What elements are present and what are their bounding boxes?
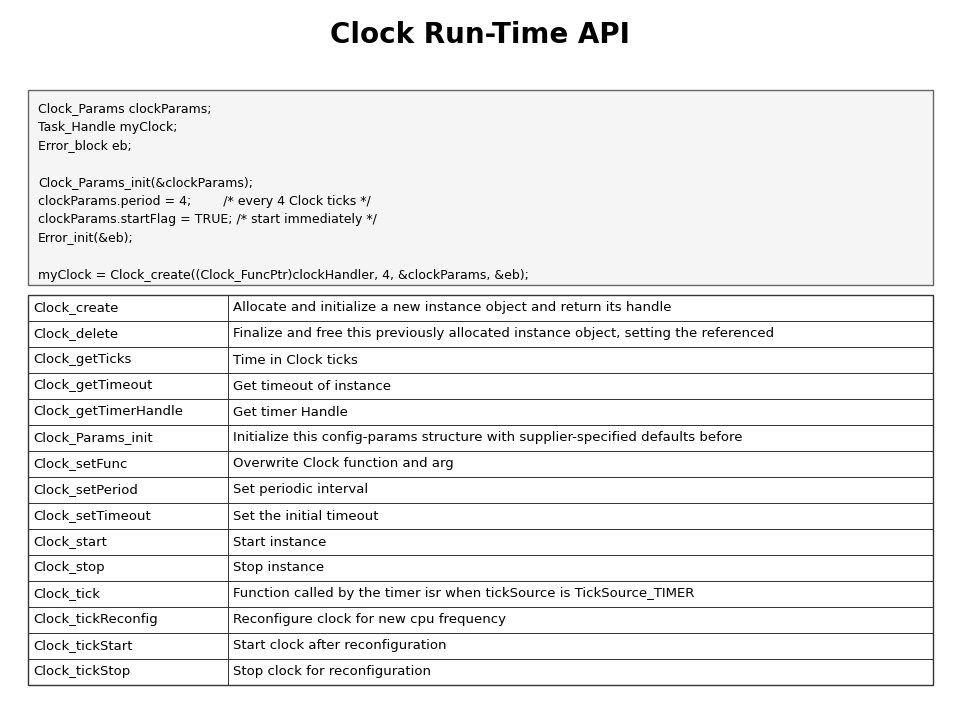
Bar	[28, 399, 933, 425]
Text: Clock_setFunc: Clock_setFunc	[33, 457, 128, 470]
Text: Clock_setTimeout: Clock_setTimeout	[33, 510, 151, 523]
Bar	[28, 633, 933, 659]
Bar	[28, 529, 933, 555]
Text: Clock_tickStop: Clock_tickStop	[33, 665, 131, 678]
Text: Clock Run-Time API: Clock Run-Time API	[330, 21, 630, 49]
Text: Set the initial timeout: Set the initial timeout	[233, 510, 378, 523]
Bar	[28, 503, 933, 529]
Text: Clock_getTimeout: Clock_getTimeout	[33, 379, 153, 392]
Text: Start clock after reconfiguration: Start clock after reconfiguration	[233, 639, 446, 652]
Text: Clock_getTimerHandle: Clock_getTimerHandle	[33, 405, 183, 418]
Text: Clock_Params clockParams;
Task_Handle myClock;
Error_block eb;

Clock_Params_ini: Clock_Params clockParams; Task_Handle my…	[38, 102, 529, 282]
Bar	[28, 659, 933, 685]
Text: Start instance: Start instance	[233, 536, 326, 549]
Text: Set periodic interval: Set periodic interval	[233, 484, 368, 497]
Text: Clock_start: Clock_start	[33, 536, 107, 549]
Text: Allocate and initialize a new instance object and return its handle: Allocate and initialize a new instance o…	[233, 302, 671, 315]
Text: Clock_getTicks: Clock_getTicks	[33, 354, 132, 366]
Bar	[28, 321, 933, 347]
Text: Clock_delete: Clock_delete	[33, 328, 118, 341]
Bar	[28, 555, 933, 581]
Text: Clock_tick: Clock_tick	[33, 588, 100, 600]
Text: Clock_tickReconfig: Clock_tickReconfig	[33, 613, 157, 626]
Bar	[28, 90, 933, 285]
Text: Clock_setPeriod: Clock_setPeriod	[33, 484, 138, 497]
Text: Clock_create: Clock_create	[33, 302, 118, 315]
Bar	[28, 451, 933, 477]
Bar	[28, 295, 933, 321]
Text: Clock_Params_init: Clock_Params_init	[33, 431, 153, 444]
Text: Function called by the timer isr when tickSource is TickSource_TIMER: Function called by the timer isr when ti…	[233, 588, 694, 600]
Bar	[28, 607, 933, 633]
Text: Clock_tickStart: Clock_tickStart	[33, 639, 132, 652]
Bar	[28, 477, 933, 503]
Text: Stop instance: Stop instance	[233, 562, 324, 575]
Text: Initialize this config-params structure with supplier-specified defaults before: Initialize this config-params structure …	[233, 431, 742, 444]
Text: Get timeout of instance: Get timeout of instance	[233, 379, 391, 392]
Bar	[28, 581, 933, 607]
Text: Time in Clock ticks: Time in Clock ticks	[233, 354, 358, 366]
Bar	[28, 347, 933, 373]
Bar	[28, 295, 933, 685]
Text: Clock_stop: Clock_stop	[33, 562, 105, 575]
Text: Stop clock for reconfiguration: Stop clock for reconfiguration	[233, 665, 431, 678]
Text: Reconfigure clock for new cpu frequency: Reconfigure clock for new cpu frequency	[233, 613, 506, 626]
Text: Finalize and free this previously allocated instance object, setting the referen: Finalize and free this previously alloca…	[233, 328, 774, 341]
Text: Get timer Handle: Get timer Handle	[233, 405, 348, 418]
Bar	[28, 425, 933, 451]
Bar	[28, 373, 933, 399]
Text: Overwrite Clock function and arg: Overwrite Clock function and arg	[233, 457, 454, 470]
